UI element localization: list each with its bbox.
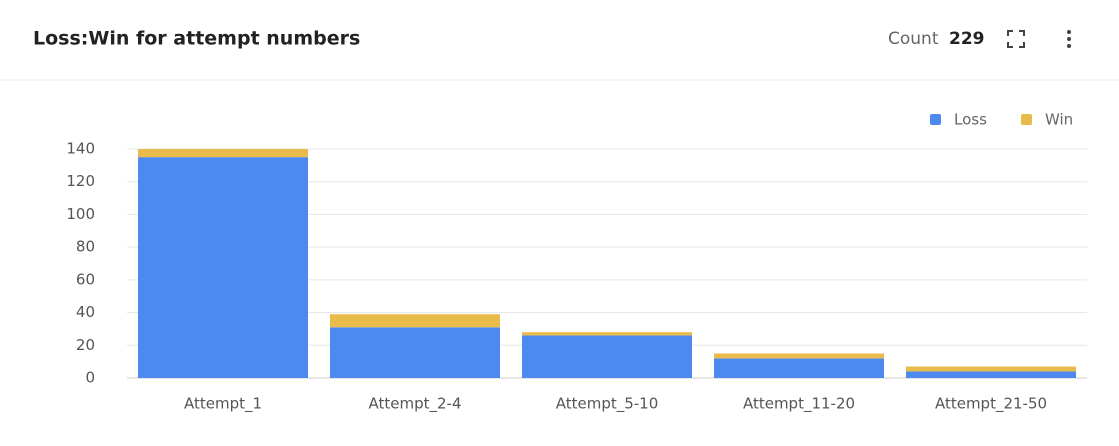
bar-segment — [522, 335, 692, 378]
x-tick-label: Attempt_21-50 — [935, 395, 1047, 414]
legend-label: Loss — [954, 111, 987, 129]
bar-segment — [522, 332, 692, 336]
bar-segment — [330, 314, 500, 328]
count-value: 229 — [949, 29, 985, 49]
bar-segment — [330, 327, 500, 378]
bar-segment — [906, 371, 1076, 378]
bar-segment — [138, 157, 308, 378]
y-tick-label: 40 — [76, 303, 95, 321]
y-tick-label: 20 — [76, 336, 95, 354]
x-tick-label: Attempt_2-4 — [368, 395, 461, 414]
x-tick-label: Attempt_11-20 — [743, 395, 855, 414]
y-tick-label: 120 — [66, 172, 95, 190]
count-label: Count — [888, 29, 939, 49]
legend-swatch — [1021, 114, 1032, 125]
x-tick-label: Attempt_1 — [184, 395, 262, 414]
bar-segment — [906, 366, 1076, 372]
bar-segment — [138, 149, 308, 158]
y-tick-label: 60 — [76, 270, 95, 288]
bar-segment — [714, 353, 884, 359]
menu-icon[interactable] — [1067, 30, 1071, 48]
y-tick-label: 140 — [66, 140, 95, 158]
card-title: Loss:Win for attempt numbers — [33, 28, 360, 50]
legend-swatch — [930, 114, 941, 125]
y-tick-label: 0 — [85, 369, 95, 387]
x-tick-label: Attempt_5-10 — [556, 395, 659, 414]
y-tick-label: 100 — [66, 205, 95, 223]
legend-label: Win — [1045, 111, 1073, 129]
expand-icon[interactable] — [1007, 30, 1025, 48]
bar-segment — [714, 358, 884, 378]
y-tick-label: 80 — [76, 238, 95, 256]
